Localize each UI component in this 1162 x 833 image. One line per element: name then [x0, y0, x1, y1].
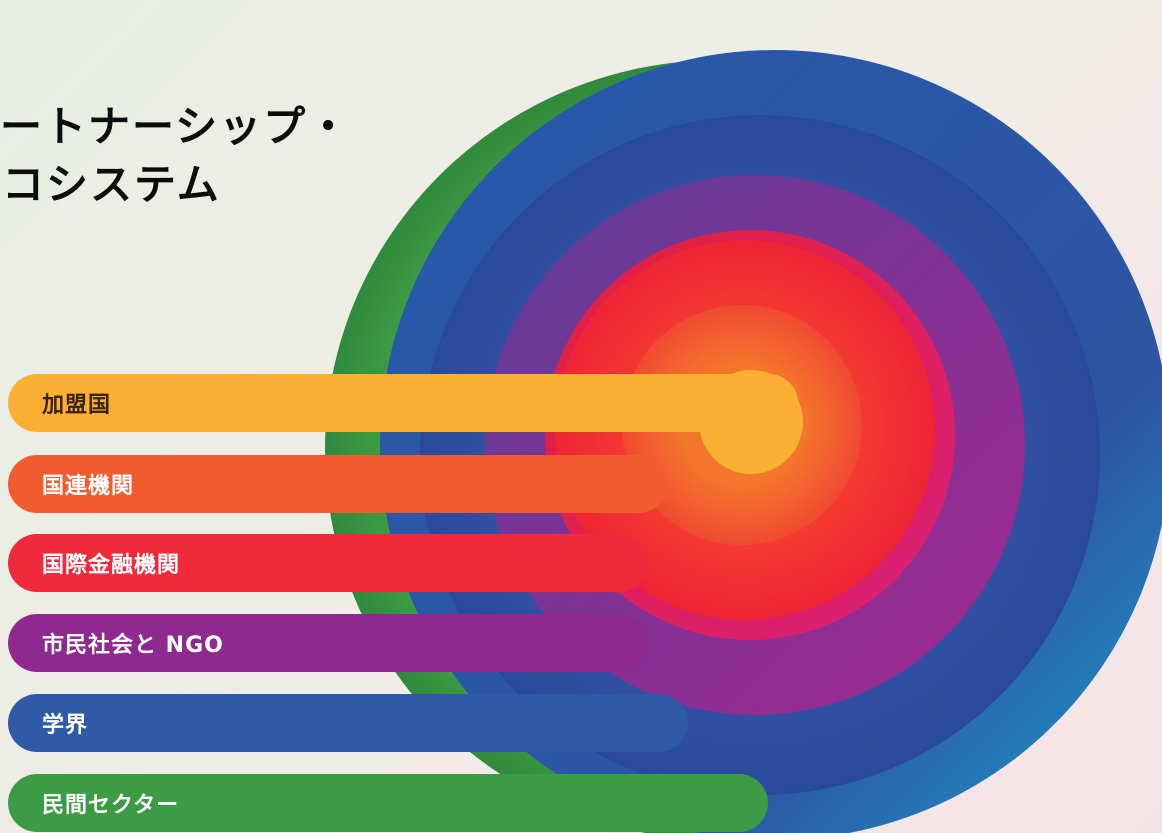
category-label: 民間セクター — [42, 793, 180, 818]
category-bar-private-sector: 民間セクター — [8, 774, 768, 832]
category-bar-un-agencies: 国連機関 — [8, 455, 668, 513]
category-label: 国連機関 — [42, 474, 135, 499]
page-title: ートナーシップ・ コシステム — [0, 98, 351, 214]
category-label: 市民社会と NGO — [42, 633, 224, 658]
category-label: 国際金融機関 — [42, 553, 181, 578]
category-bar-international-financial-institutions: 国際金融機関 — [8, 534, 648, 592]
category-label: 加盟国 — [42, 393, 112, 418]
category-label: 学界 — [42, 713, 89, 738]
category-bar-civil-society-ngo: 市民社会と NGO — [8, 614, 648, 672]
title-line-1: ートナーシップ・ — [0, 102, 352, 151]
category-bar-academia: 学界 — [8, 694, 688, 752]
category-bar-member-states: 加盟国 — [8, 374, 798, 432]
title-line-2: コシステム — [2, 160, 221, 209]
